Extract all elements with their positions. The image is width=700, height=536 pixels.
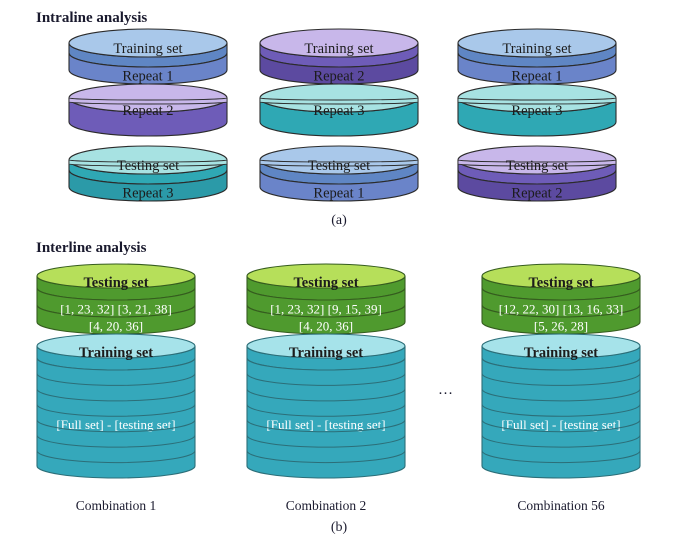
svg-text:Testing set: Testing set [83, 275, 148, 291]
svg-text:Repeat 3: Repeat 3 [511, 103, 562, 119]
svg-text:Testing set: Testing set [528, 275, 593, 291]
svg-text:Testing set: Testing set [293, 275, 358, 291]
svg-text:[1, 23, 32] [3, 21, 38]: [1, 23, 32] [3, 21, 38] [60, 302, 172, 317]
svg-text:[12, 22, 30] [13, 16, 33]: [12, 22, 30] [13, 16, 33] [499, 302, 624, 317]
svg-text:Training set: Training set [304, 41, 373, 57]
svg-text:[4, 20, 36]: [4, 20, 36] [299, 319, 353, 334]
svg-text:Training set: Training set [79, 345, 153, 361]
svg-text:Training set: Training set [113, 41, 182, 57]
svg-text:Repeat 3: Repeat 3 [122, 186, 173, 202]
svg-text:Repeat 2: Repeat 2 [313, 69, 364, 85]
svg-text:[1, 23, 32] [9, 15, 39]: [1, 23, 32] [9, 15, 39] [270, 302, 382, 317]
svg-text:Training set: Training set [289, 345, 363, 361]
svg-text:Repeat 1: Repeat 1 [511, 69, 562, 85]
svg-text:Repeat 1: Repeat 1 [313, 186, 364, 202]
svg-text:Testing set: Testing set [506, 158, 568, 174]
svg-text:Testing set: Testing set [308, 158, 370, 174]
svg-text:[5, 26, 28]: [5, 26, 28] [534, 319, 588, 334]
svg-text:Repeat 2: Repeat 2 [122, 103, 173, 119]
svg-text:Testing set: Testing set [117, 158, 179, 174]
svg-text:Repeat 3: Repeat 3 [313, 103, 364, 119]
svg-text:Training set: Training set [502, 41, 571, 57]
svg-text:Repeat 2: Repeat 2 [511, 186, 562, 202]
svg-text:Repeat 1: Repeat 1 [122, 69, 173, 85]
svg-text:Training set: Training set [524, 345, 598, 361]
svg-text:[4, 20, 36]: [4, 20, 36] [89, 319, 143, 334]
